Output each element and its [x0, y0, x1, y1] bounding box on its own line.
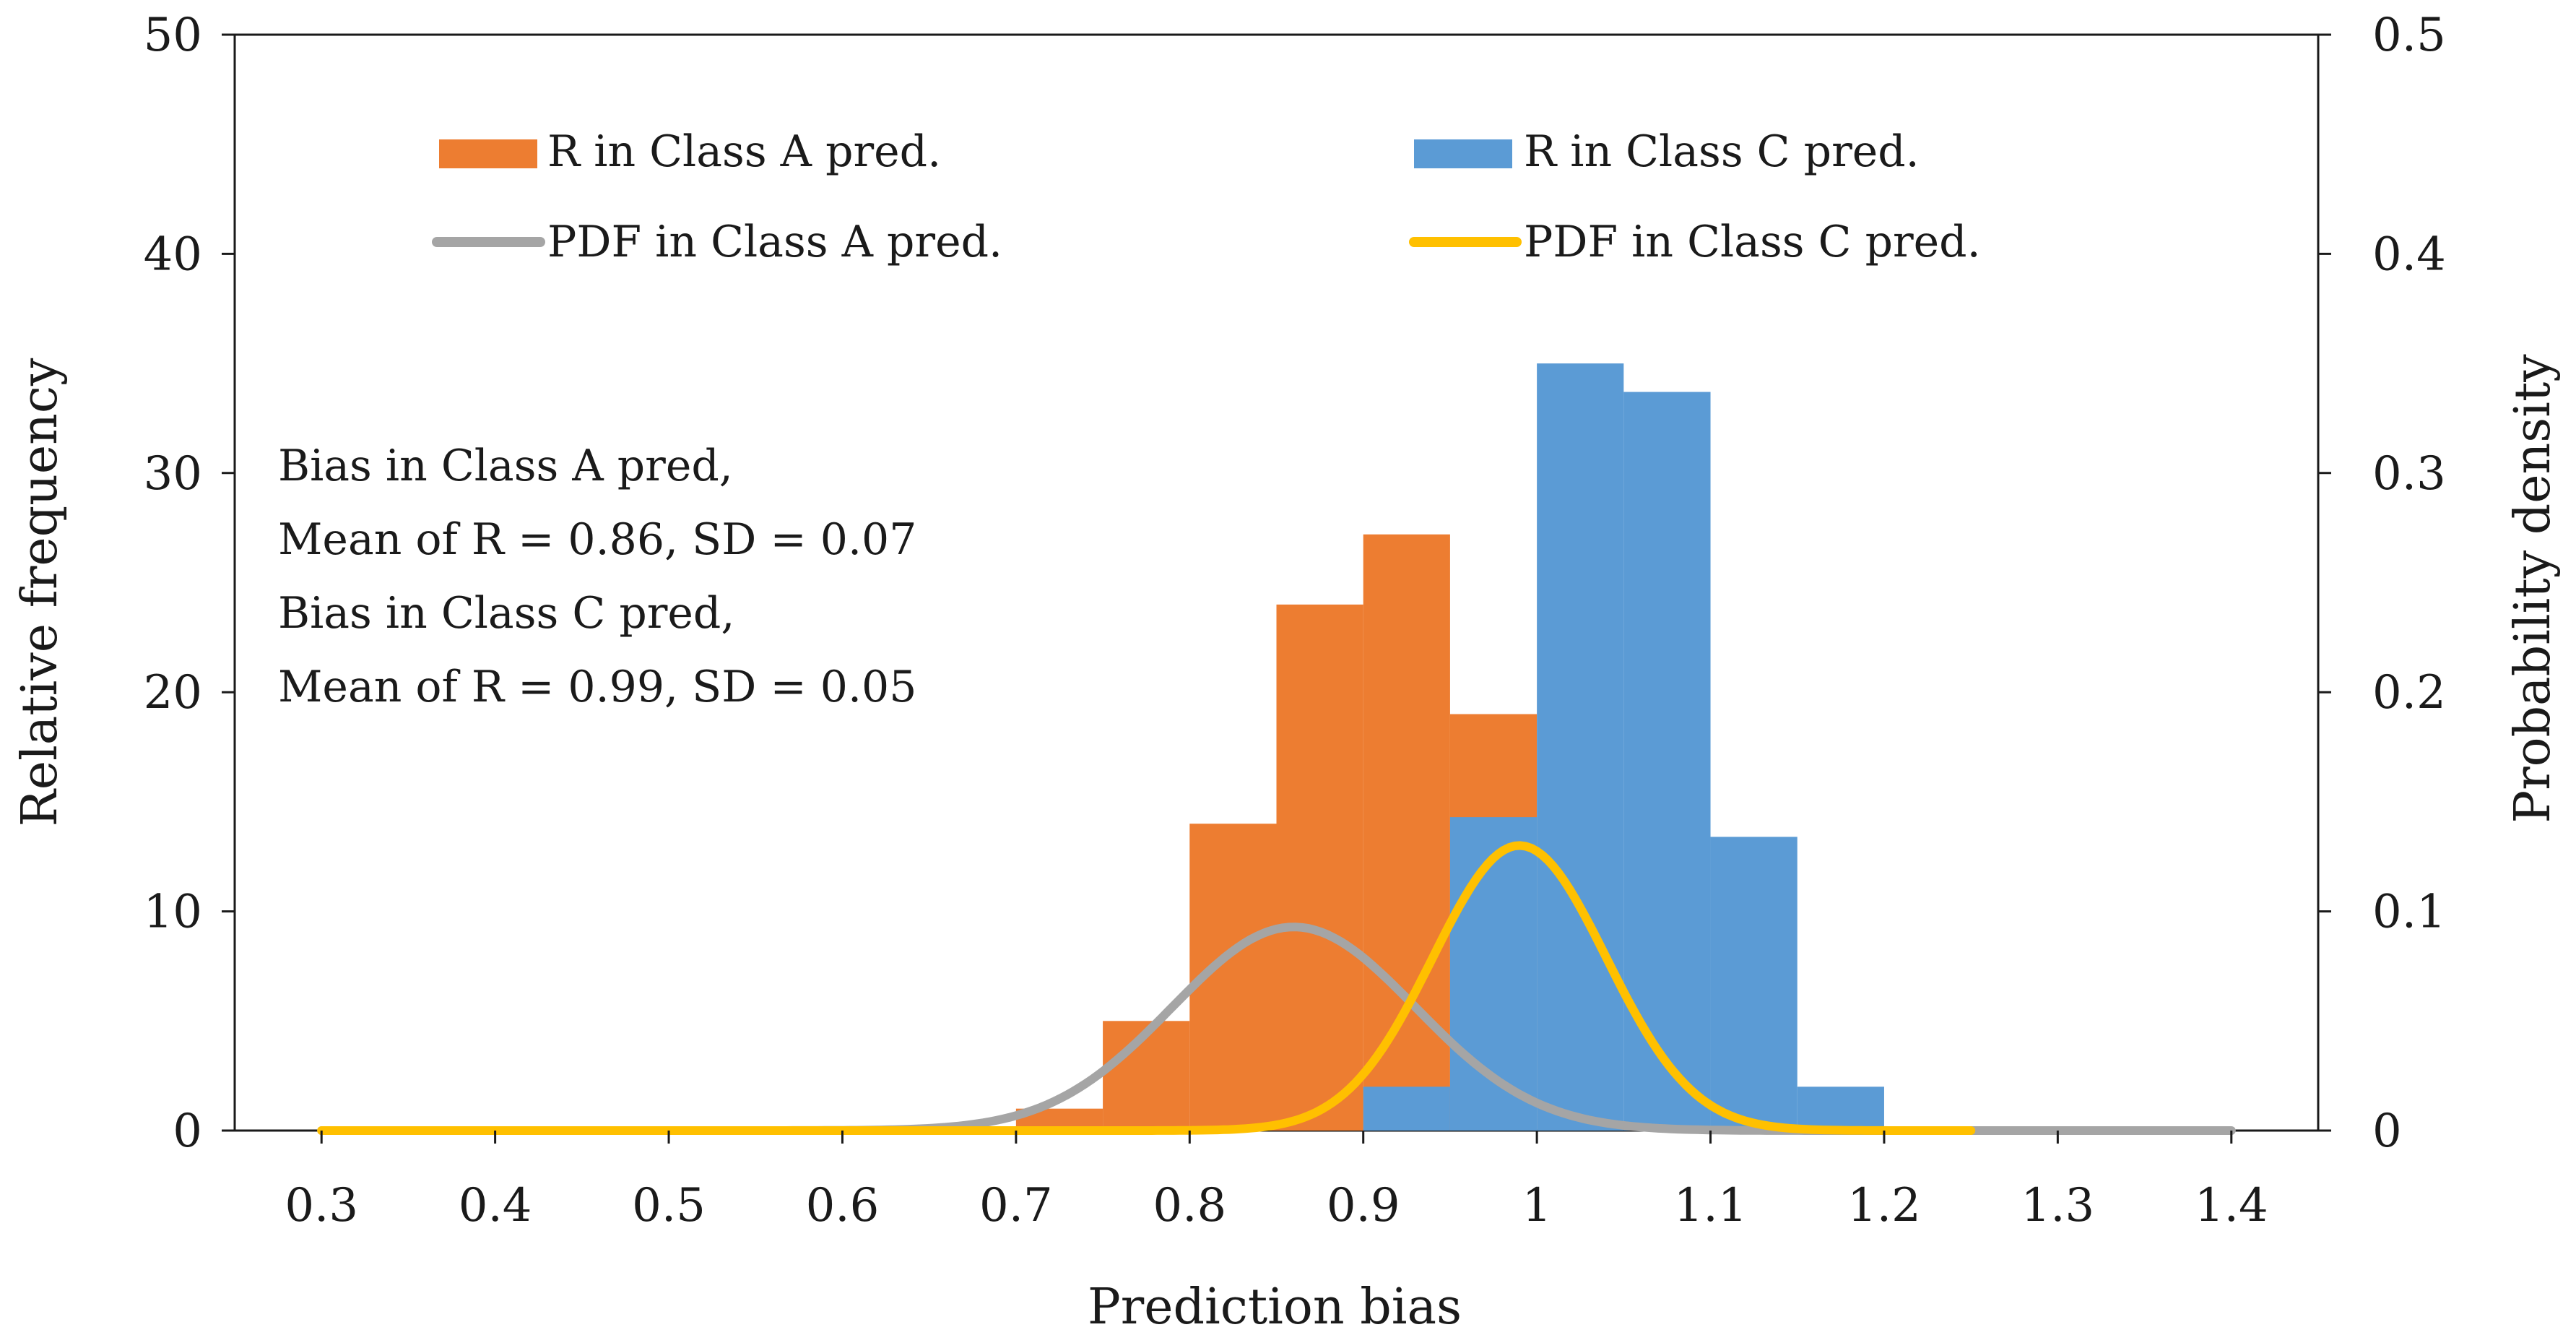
- y-axis-label: Relative frequency: [12, 358, 69, 826]
- legend-swatch-class-a: [439, 139, 537, 168]
- x-tick-label: 0.4: [459, 1179, 532, 1232]
- x-tick-label: 0.3: [285, 1179, 358, 1232]
- annotation-line-3: Bias in Class C pred,: [278, 588, 734, 639]
- y2-tick-label: 0.4: [2372, 228, 2446, 281]
- x-tick-label: 0.6: [806, 1179, 880, 1232]
- x-axis-label: Prediction bias: [1088, 1279, 1462, 1335]
- y2-tick-label: 0.1: [2372, 886, 2446, 939]
- class-c-bar: [1710, 837, 1797, 1131]
- pdf-curve-class-c: [317, 841, 1976, 1135]
- y2-tick-label: 0.3: [2372, 447, 2446, 501]
- y-tick-label: 50: [144, 9, 202, 62]
- legend-label-class-a: R in Class A pred.: [547, 126, 941, 177]
- y-tick-label: 40: [144, 228, 202, 281]
- class-c-bar: [1537, 363, 1624, 1131]
- x-tick-label: 1: [1522, 1179, 1552, 1232]
- x-tick-label: 0.9: [1327, 1179, 1400, 1232]
- legend-label-pdf-class-c: PDF in Class C pred.: [1524, 217, 1981, 267]
- axes: [222, 33, 2331, 1144]
- x-tick-label: 1.3: [2021, 1179, 2094, 1232]
- pdf-curves: [317, 841, 2236, 1135]
- class-a-bar: [1363, 534, 1450, 1131]
- annotation-line-1: Bias in Class A pred,: [278, 441, 733, 491]
- x-tick-label: 1.2: [1847, 1179, 1921, 1232]
- annotation-line-4: Mean of R = 0.99, SD = 0.05: [278, 662, 916, 712]
- x-tick-label: 1.4: [2195, 1179, 2268, 1232]
- annotation-line-2: Mean of R = 0.86, SD = 0.07: [278, 514, 916, 565]
- y-tick-label: 10: [144, 886, 202, 939]
- y2-tick-label: 0.2: [2372, 666, 2446, 720]
- x-tick-label: 0.7: [979, 1179, 1053, 1232]
- class-c-bar: [1797, 1086, 1884, 1131]
- class-c-bar: [1623, 392, 1711, 1131]
- legend: R in Class A pred. R in Class C pred. PD…: [432, 126, 1981, 267]
- x-tick-label: 0.8: [1153, 1179, 1226, 1232]
- legend-label-class-c: R in Class C pred.: [1524, 126, 1920, 177]
- legend-label-pdf-class-a: PDF in Class A pred.: [547, 217, 1002, 267]
- y-tick-label: 20: [144, 666, 202, 720]
- stats-annotation: Bias in Class A pred, Mean of R = 0.86, …: [278, 441, 916, 712]
- x-tick-label: 0.5: [632, 1179, 706, 1232]
- x-tick-label: 1.1: [1674, 1179, 1748, 1232]
- y-tick-label: 0: [173, 1105, 202, 1158]
- bars-class-a: [1015, 534, 1538, 1131]
- class-a-bar: [1276, 604, 1363, 1131]
- y-tick-label: 30: [144, 447, 202, 501]
- class-a-bar: [1103, 1021, 1190, 1131]
- y2-tick-label: 0: [2372, 1105, 2402, 1158]
- tick-labels: 0 10 20 30 40 50 0 0.1 0.2 0.3 0.4 0.5 0.3 0.4 0.5 0.6 0…: [144, 9, 2446, 1232]
- bars-class-c: [1363, 363, 1884, 1131]
- class-c-bar: [1363, 1086, 1450, 1131]
- y2-tick-label: 0.5: [2372, 9, 2446, 62]
- legend-swatch-class-c: [1414, 139, 1512, 168]
- y2-axis-label: Probability density: [2505, 354, 2562, 824]
